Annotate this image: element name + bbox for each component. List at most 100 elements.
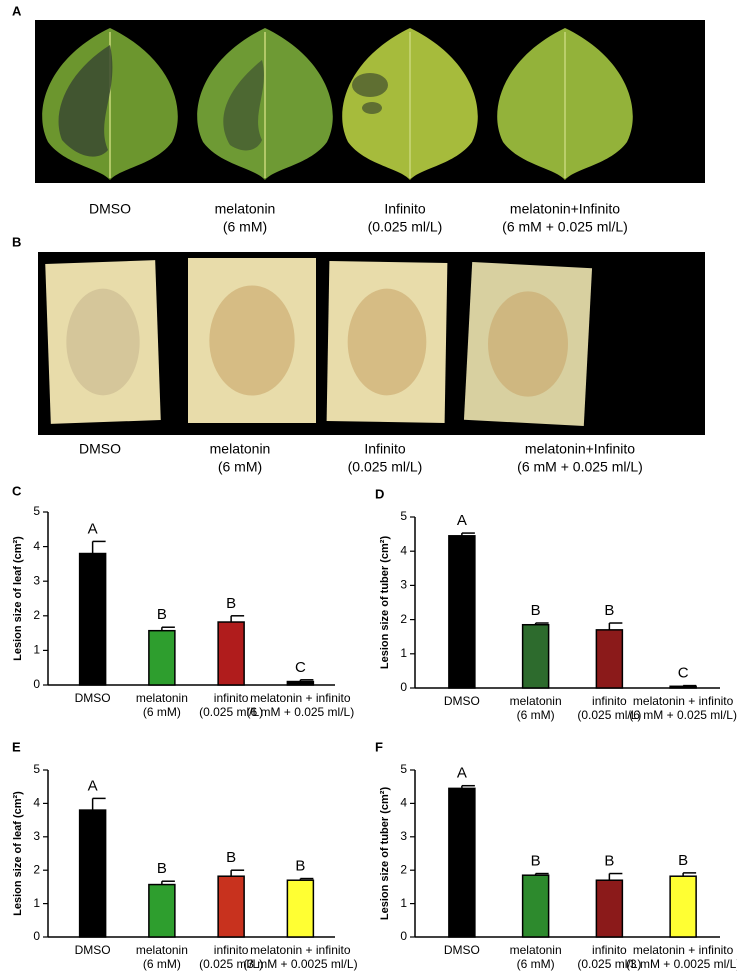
y-tick-label: 5 [33, 762, 40, 776]
photo-caption: (0.025 ml/L) [368, 219, 443, 235]
lesion [58, 45, 113, 157]
significance-letter: C [678, 665, 689, 682]
y-tick-label: 2 [33, 862, 40, 876]
significance-letter: B [157, 860, 167, 877]
x-tick-label: (6 mM + 0.025 ml/L) [247, 705, 355, 719]
photo-caption: DMSO [79, 441, 121, 457]
x-tick-label: DMSO [444, 694, 480, 708]
bar [217, 875, 245, 938]
y-tick-label: 3 [400, 578, 407, 592]
lesion [66, 288, 140, 396]
bar [286, 680, 315, 686]
y-tick-label: 1 [400, 896, 407, 910]
y-tick-label: 0 [33, 929, 40, 943]
bar [448, 535, 476, 689]
y-axis-label: Lesion size of leaf (cm²) [12, 791, 24, 916]
photo-caption: (6 mM + 0.025 ml/L) [517, 459, 643, 475]
significance-letter: A [88, 520, 98, 537]
x-tick-label: (0.025 ml/L) [199, 705, 263, 719]
x-tick-label: (0.025 ml/L) [577, 957, 641, 971]
bar [521, 623, 550, 689]
lesion [209, 285, 295, 396]
x-tick-label: infinito [214, 691, 249, 705]
photo-caption: DMSO [89, 201, 131, 217]
x-tick-label: melatonin [510, 943, 562, 957]
photo-caption: (0.025 ml/L) [348, 459, 423, 475]
bar [669, 875, 697, 938]
bar [148, 629, 176, 686]
significance-letter: B [226, 849, 236, 866]
y-tick-label: 1 [33, 896, 40, 910]
y-tick-label: 4 [400, 543, 407, 557]
x-tick-label: melatonin + infinito [250, 691, 351, 705]
panel-label: F [375, 739, 383, 754]
y-tick-label: 2 [400, 862, 407, 876]
lesion [352, 73, 388, 97]
x-tick-label: infinito [214, 943, 249, 957]
y-tick-label: 1 [400, 646, 407, 660]
significance-letter: B [295, 858, 305, 875]
x-tick-label: (6 mM + 0.025 ml/L) [629, 708, 737, 722]
photo-caption: Infinito [364, 441, 405, 457]
x-tick-label: (3 mM + 0.0025 ml/L) [626, 957, 737, 971]
y-tick-label: 0 [400, 929, 407, 943]
y-tick-label: 3 [33, 829, 40, 843]
x-tick-label: (0.025 ml/L) [577, 708, 641, 722]
significance-letter: B [604, 853, 614, 870]
bar [78, 809, 107, 938]
photo-caption: melatonin+Infinito [510, 201, 620, 217]
x-tick-label: melatonin + infinito [250, 943, 351, 957]
photo-caption: (6 mM) [218, 459, 262, 475]
x-tick-label: (0.025 ml/L) [199, 957, 263, 971]
x-tick-label: infinito [592, 943, 627, 957]
lesion [362, 102, 382, 114]
y-tick-label: 0 [33, 677, 40, 691]
significance-letter: A [457, 512, 467, 529]
significance-letter: B [531, 602, 541, 619]
significance-letter: B [678, 852, 688, 869]
y-axis-label: Lesion size of tuber (cm²) [379, 536, 391, 670]
y-tick-label: 3 [400, 829, 407, 843]
y-tick-label: 0 [400, 680, 407, 694]
x-tick-label: (6 mM) [517, 708, 555, 722]
x-tick-label: melatonin + infinito [633, 943, 734, 957]
lesion [223, 60, 264, 151]
panel-label: C [12, 483, 22, 498]
y-tick-label: 1 [33, 643, 40, 657]
y-tick-label: 2 [400, 612, 407, 626]
photo-caption: melatonin [215, 201, 276, 217]
bar [521, 874, 550, 938]
y-axis-label: Lesion size of leaf (cm²) [12, 536, 24, 661]
bar [78, 552, 107, 686]
x-tick-label: (6 mM) [143, 705, 181, 719]
x-tick-label: melatonin [136, 691, 188, 705]
y-tick-label: 3 [33, 573, 40, 587]
panel-label: B [12, 234, 21, 249]
bar [148, 883, 176, 938]
panel-label: A [12, 3, 22, 18]
y-axis-label: Lesion size of tuber (cm²) [379, 787, 391, 921]
bar [595, 879, 624, 938]
bar [217, 621, 245, 686]
x-tick-label: (3 mM + 0.0025 ml/L) [243, 957, 357, 971]
significance-letter: B [604, 602, 614, 619]
y-tick-label: 4 [33, 796, 40, 810]
photos [42, 28, 633, 427]
x-tick-label: (6 mM) [143, 957, 181, 971]
y-tick-label: 2 [33, 608, 40, 622]
y-tick-label: 5 [400, 762, 407, 776]
significance-letter: C [295, 659, 306, 676]
photo-caption: (6 mM + 0.025 ml/L) [502, 219, 628, 235]
bar [669, 685, 697, 689]
y-tick-label: 4 [33, 539, 40, 553]
y-tick-label: 5 [400, 509, 407, 523]
photo-caption: Infinito [384, 201, 425, 217]
panel-label: D [375, 486, 384, 501]
x-tick-label: melatonin + infinito [633, 694, 734, 708]
y-tick-label: 5 [33, 504, 40, 518]
x-tick-label: melatonin [136, 943, 188, 957]
lesion [488, 291, 568, 397]
x-tick-label: DMSO [75, 943, 111, 957]
photo-caption: (6 mM) [223, 219, 267, 235]
